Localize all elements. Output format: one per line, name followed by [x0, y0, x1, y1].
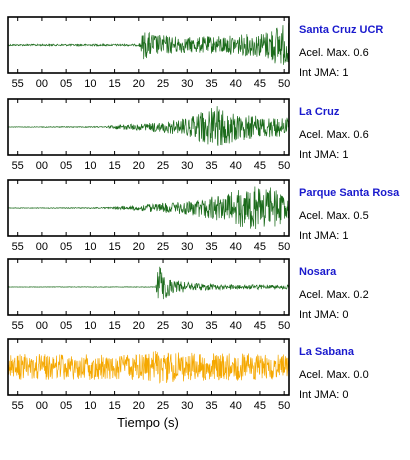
x-tick-label: 15: [108, 241, 120, 253]
x-tick-label: 25: [157, 320, 169, 332]
x-tick-label: 40: [230, 241, 242, 253]
x-tick-label: 20: [133, 400, 145, 412]
x-tick-label: 15: [108, 320, 120, 332]
x-tick-label: 25: [157, 400, 169, 412]
x-tick-label: 00: [36, 160, 48, 172]
station-name: Nosara: [299, 266, 337, 278]
panel-frame: [7, 16, 290, 74]
panel-frame: [7, 338, 290, 396]
x-tick-label: 10: [84, 241, 96, 253]
x-tick-label: 45: [254, 400, 266, 412]
acel-max-label: Acel. Max. 0.2: [299, 289, 369, 301]
x-tick-label: 10: [84, 320, 96, 332]
acel-max-label: Acel. Max. 0.6: [299, 129, 369, 141]
x-tick-label: 15: [108, 160, 120, 172]
x-tick-label: 25: [157, 241, 169, 253]
x-tick-label: 50: [278, 160, 290, 172]
x-tick-label: 35: [205, 241, 217, 253]
int-jma-label: Int JMA: 1: [299, 67, 349, 79]
x-tick-label: 45: [254, 78, 266, 90]
x-tick-label: 55: [12, 400, 24, 412]
x-tick-label: 20: [133, 241, 145, 253]
station-name: La Cruz: [299, 106, 340, 118]
x-tick-label: 25: [157, 160, 169, 172]
x-tick-label: 40: [230, 160, 242, 172]
waveform-trace: [7, 22, 290, 65]
x-tick-label: 50: [278, 241, 290, 253]
x-tick-label: 05: [60, 78, 72, 90]
x-tick-label: 20: [133, 160, 145, 172]
x-tick-label: 55: [12, 160, 24, 172]
x-tick-label: 40: [230, 320, 242, 332]
station-panel: 55 00 05 10 15 20 25 30 35 40 45 50 Parque Santa Ros…: [7, 179, 400, 253]
station-panels: 55 00 05 10 15 20 25 30 35 40 45 50 Santa Cruz UCR Ac…: [7, 16, 400, 412]
x-tick-label: 10: [84, 160, 96, 172]
station-name: Santa Cruz UCR: [299, 24, 383, 36]
x-tick-label: 50: [278, 78, 290, 90]
x-tick-label: 55: [12, 78, 24, 90]
x-tick-label: 25: [157, 78, 169, 90]
x-tick-label: 00: [36, 400, 48, 412]
waveform-trace: [7, 351, 290, 384]
x-tick-label: 05: [60, 241, 72, 253]
x-axis-title: Tiempo (s): [117, 415, 179, 430]
waveform-trace: [7, 266, 290, 300]
x-tick-label: 00: [36, 320, 48, 332]
acel-max-label: Acel. Max. 0.6: [299, 47, 369, 59]
x-tick-label: 05: [60, 400, 72, 412]
x-tick-label: 30: [181, 320, 193, 332]
int-jma-label: Int JMA: 0: [299, 309, 349, 321]
x-tick-label: 30: [181, 241, 193, 253]
x-tick-label: 20: [133, 78, 145, 90]
waveform-trace: [7, 106, 290, 146]
x-tick-label: 10: [84, 78, 96, 90]
panel-frame: [7, 258, 290, 316]
x-tick-label: 00: [36, 241, 48, 253]
x-tick-label: 45: [254, 241, 266, 253]
panel-frame: [7, 98, 290, 156]
x-tick-label: 45: [254, 160, 266, 172]
x-tick-label: 45: [254, 320, 266, 332]
station-name: La Sabana: [299, 346, 355, 358]
x-tick-label: 55: [12, 241, 24, 253]
waveform-trace: [7, 186, 290, 230]
x-tick-label: 05: [60, 320, 72, 332]
x-tick-label: 30: [181, 160, 193, 172]
x-tick-label: 30: [181, 78, 193, 90]
int-jma-label: Int JMA: 0: [299, 389, 349, 401]
station-panel: 55 00 05 10 15 20 25 30 35 40 45 50 La Cruz Acel. Max…: [7, 98, 369, 172]
acel-max-label: Acel. Max. 0.0: [299, 369, 369, 381]
x-tick-label: 10: [84, 400, 96, 412]
x-tick-label: 40: [230, 400, 242, 412]
x-tick-label: 30: [181, 400, 193, 412]
x-tick-label: 35: [205, 78, 217, 90]
panel-frame: [7, 179, 290, 237]
x-tick-label: 50: [278, 320, 290, 332]
x-tick-label: 15: [108, 400, 120, 412]
x-tick-label: 35: [205, 160, 217, 172]
x-tick-label: 40: [230, 78, 242, 90]
x-tick-label: 50: [278, 400, 290, 412]
x-tick-label: 55: [12, 320, 24, 332]
station-panel: 55 00 05 10 15 20 25 30 35 40 45 50 Nosara Acel. Max.…: [7, 258, 369, 332]
int-jma-label: Int JMA: 1: [299, 149, 349, 161]
x-tick-label: 35: [205, 400, 217, 412]
station-panel: 55 00 05 10 15 20 25 30 35 40 45 50 La Sabana Acel. M…: [7, 338, 369, 412]
x-tick-label: 05: [60, 160, 72, 172]
station-panel: 55 00 05 10 15 20 25 30 35 40 45 50 Santa Cruz UCR Ac…: [7, 16, 383, 90]
x-tick-label: 00: [36, 78, 48, 90]
x-tick-label: 20: [133, 320, 145, 332]
station-name: Parque Santa Rosa: [299, 187, 400, 199]
acel-max-label: Acel. Max. 0.5: [299, 210, 369, 222]
x-tick-label: 15: [108, 78, 120, 90]
x-tick-label: 35: [205, 320, 217, 332]
int-jma-label: Int JMA: 1: [299, 230, 349, 242]
